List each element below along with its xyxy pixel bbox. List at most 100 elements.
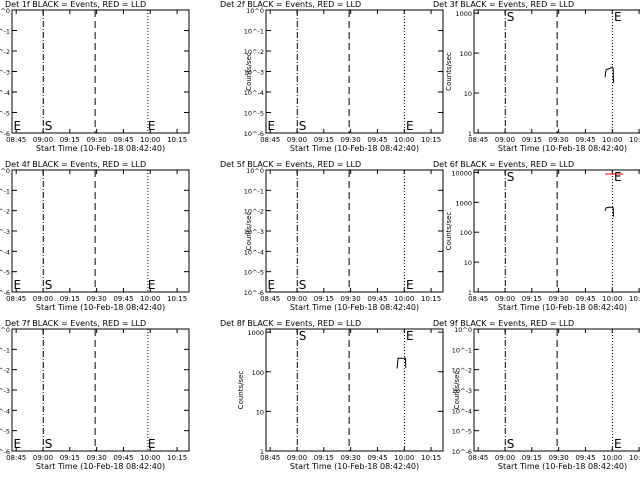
y-tick-label: 10^-4 [244,248,264,256]
y-tick-label: 1000 [455,10,472,18]
x-tick-label: 09:15 [60,136,80,144]
marker-start: S [299,329,307,343]
x-tick-label: 09:45 [367,454,387,462]
panel-title: Det 2f BLACK = Events, RED = LLD [220,0,361,9]
x-axis-label: Start Time (10-Feb-18 08:42:40) [290,303,419,312]
x-tick-label: 09:00 [495,136,515,144]
panel-title: Det 1f BLACK = Events, RED = LLD [5,0,146,9]
x-tick-label: 09:00 [33,136,53,144]
x-tick-label: 10:00 [394,454,414,462]
x-tick-label: 08:45 [260,454,280,462]
marker-start: S [507,170,515,184]
y-tick-label: 10^-6 [0,448,10,456]
x-tick-label: 09:15 [314,295,334,303]
x-axis-label: Start Time (10-Feb-18 08:42:40) [498,144,627,153]
x-tick-label: 09:15 [522,136,542,144]
x-tick-label: 09:30 [87,295,107,303]
marker-end: E [614,437,622,451]
x-tick-label: 09:15 [522,454,542,462]
panel-det-8: Det 8f BLACK = Events, RED = LLD 08:45 09:… [220,319,444,471]
x-tick-label: 09:45 [575,295,595,303]
marker-end: E [13,278,21,292]
y-tick-label: 10^-3 [244,228,264,236]
plot-frame [265,9,444,134]
x-tick-label: 09:15 [60,295,80,303]
x-axis-label: Start Time (10-Feb-18 08:42:40) [36,303,165,312]
y-tick-label: 10^-1 [0,187,10,195]
y-tick-label: 10^-6 [452,448,472,456]
series-events-line [604,206,614,217]
x-tick-label: 10:15 [421,136,441,144]
x-tick-label: 08:45 [468,295,488,303]
plot-frame [11,9,190,134]
y-tick-label: 10^0 [0,7,10,15]
y-tick-label: 10^-5 [452,428,472,436]
marker-end: E [13,119,21,133]
y-tick-label: 10^-2 [0,367,10,375]
x-axis-label: Start Time (10-Feb-18 08:42:40) [36,462,165,471]
y-tick-label: 10^0 [246,7,264,15]
marker-end: E [406,119,414,133]
y-axis-label: Counts/sec [453,371,461,410]
y-tick-label: 10^-5 [244,269,264,277]
y-tick-label: 10^-3 [452,387,472,395]
x-tick-label: 09:00 [495,295,515,303]
panel-title: Det 6f BLACK = Events, RED = LLD [433,160,574,169]
x-tick-label: 10:00 [602,454,622,462]
y-tick-label: 10^0 [454,326,472,334]
x-tick-label: 09:00 [287,136,307,144]
x-tick-label: 09:00 [287,454,307,462]
x-tick-label: 10:00 [602,295,622,303]
plot-frame [265,169,444,293]
x-tick-label: 09:15 [60,454,80,462]
y-tick-label: 10^-1 [244,187,264,195]
x-tick-label: 09:30 [341,454,361,462]
plot-frame [11,328,190,452]
y-tick-label: 10^-4 [452,407,472,415]
x-tick-label: 09:45 [113,295,133,303]
x-tick-label: 10:00 [394,136,414,144]
y-axis-label: Counts/sec [237,371,245,410]
y-tick-label: 10^0 [246,167,264,175]
marker-end: E [13,437,21,451]
y-tick-label: 10^-3 [0,387,10,395]
plot-frame [11,169,190,293]
marker-end: E [148,119,156,133]
x-tick-label: 08:45 [260,136,280,144]
series-events-line [604,66,614,83]
y-axis-label: Counts/sec [445,212,453,251]
x-tick-label: 09:45 [575,136,595,144]
y-tick-label: 1 [468,130,472,138]
x-tick-label: 09:30 [341,136,361,144]
x-tick-label: 09:30 [549,454,569,462]
y-tick-label: 1000 [247,329,264,337]
x-axis-label: Start Time (10-Feb-18 08:42:40) [498,462,627,471]
marker-end: E [148,437,156,451]
marker-start: S [299,278,307,292]
x-tick-label: 10:15 [167,454,187,462]
series-events-line [396,357,407,369]
panel-title: Det 8f BLACK = Events, RED = LLD [220,319,361,328]
x-tick-label: 10:15 [167,136,187,144]
y-tick-label: 10^0 [0,167,10,175]
x-tick-label: 08:45 [6,136,26,144]
y-tick-label: 10^-3 [244,69,264,77]
x-tick-label: 09:45 [367,295,387,303]
marker-start: S [45,437,53,451]
x-tick-label: 09:15 [522,295,542,303]
y-tick-label: 100 [252,369,264,377]
x-tick-label: 08:45 [468,136,488,144]
x-tick-label: 09:00 [33,295,53,303]
marker-end: E [267,278,275,292]
x-tick-label: 09:15 [314,454,334,462]
x-tick-label: 09:30 [87,454,107,462]
y-tick-label: 10^0 [0,326,10,334]
x-tick-label: 09:30 [549,136,569,144]
y-tick-label: 10^-4 [0,89,10,97]
y-tick-label: 10^-2 [244,208,264,216]
panel-det-2: Det 2f BLACK = Events, RED = LLD 08:45 09:… [220,0,444,153]
marker-start: S [45,278,53,292]
y-tick-label: 100 [460,50,472,58]
x-tick-label: 09:30 [549,295,569,303]
